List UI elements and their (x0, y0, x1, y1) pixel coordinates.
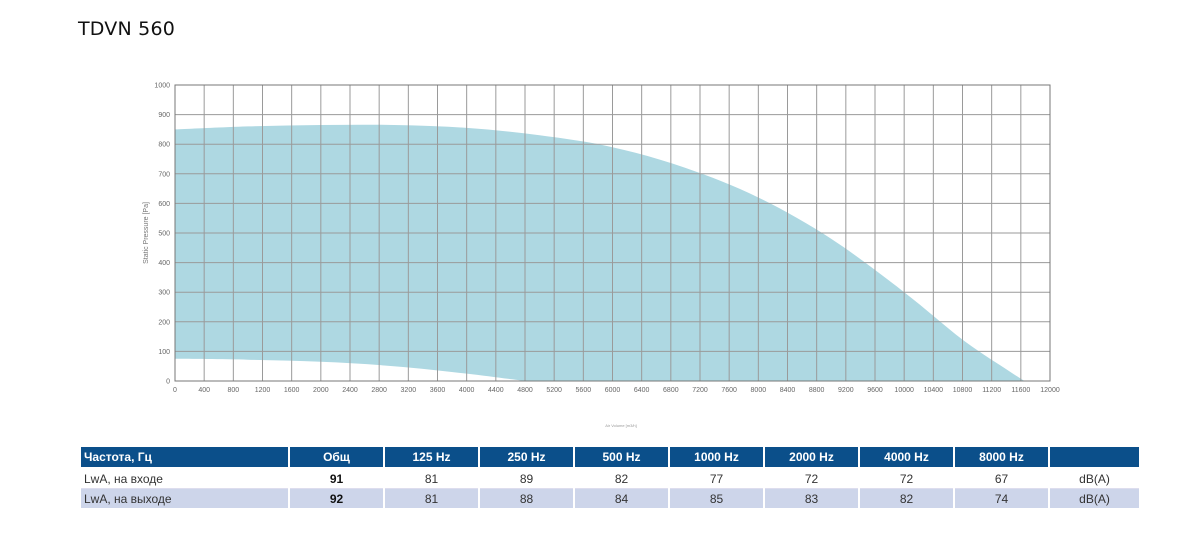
x-tick-label: 5200 (546, 387, 562, 394)
cell-125hz: 81 (385, 489, 478, 508)
x-tick-label: 3600 (430, 387, 446, 394)
x-tick-label: 2000 (313, 387, 329, 394)
cell-125hz: 81 (385, 469, 478, 489)
y-tick-label: 400 (158, 260, 170, 267)
x-tick-label: 4400 (488, 387, 504, 394)
x-tick-label: 0 (173, 387, 177, 394)
cell-1000hz: 85 (670, 489, 763, 508)
x-tick-label: 2400 (342, 387, 358, 394)
x-tick-label: 7600 (721, 387, 737, 394)
x-tick-label: 2800 (371, 387, 387, 394)
header-8000hz: 8000 Hz (955, 447, 1048, 469)
x-tick-label: 1600 (284, 387, 300, 394)
header-frequency: Частота, Гц (81, 447, 288, 469)
header-125hz: 125 Hz (385, 447, 478, 469)
x-tick-label: 800 (227, 387, 239, 394)
x-tick-label: 4800 (517, 387, 533, 394)
header-1000hz: 1000 Hz (670, 447, 763, 469)
x-tick-label: 6800 (663, 387, 679, 394)
table-row: LwA, на выходе 92 81 88 84 85 83 82 74 d… (81, 489, 1139, 508)
x-tick-label: 9600 (867, 387, 883, 394)
cell-2000hz: 72 (765, 469, 858, 489)
y-tick-label: 800 (158, 142, 170, 149)
page-title: TDVN 560 (78, 18, 176, 40)
cell-250hz: 88 (480, 489, 573, 508)
header-500hz: 500 Hz (575, 447, 668, 469)
x-tick-label: 11200 (982, 387, 1001, 394)
cell-250hz: 89 (480, 469, 573, 489)
x-tick-label: 11600 (1011, 387, 1030, 394)
operating-area (175, 124, 1025, 382)
y-tick-label: 200 (158, 319, 170, 326)
x-tick-label: 9200 (838, 387, 854, 394)
header-4000hz: 4000 Hz (860, 447, 953, 469)
row-unit: dB(A) (1050, 489, 1139, 508)
row-total: 91 (290, 469, 383, 489)
y-tick-label: 0 (166, 379, 170, 386)
fan-performance-chart: 0 400 800 1200 1600 2000 2400 2800 3200 3600 4000 4… (143, 83, 1060, 429)
x-tick-label: 4000 (459, 387, 475, 394)
x-tick-label: 6000 (605, 387, 621, 394)
x-axis-label: Air Volume [m3/h] (605, 423, 637, 428)
x-tick-label: 1200 (255, 387, 271, 394)
cell-500hz: 82 (575, 469, 668, 489)
cell-2000hz: 83 (765, 489, 858, 508)
table-header-row: Частота, Гц Общ 125 Hz 250 Hz 500 Hz 100… (81, 447, 1139, 469)
cell-8000hz: 74 (955, 489, 1048, 508)
cell-4000hz: 72 (860, 469, 953, 489)
y-tick-label: 900 (158, 112, 170, 119)
row-unit: dB(A) (1050, 469, 1139, 489)
x-tick-label: 8800 (809, 387, 825, 394)
row-label: LwA, на входе (81, 469, 288, 489)
y-tick-label: 500 (158, 231, 170, 238)
x-tick-label: 10400 (924, 387, 944, 394)
cell-4000hz: 82 (860, 489, 953, 508)
y-tick-label: 600 (158, 201, 170, 208)
header-250hz: 250 Hz (480, 447, 573, 469)
x-tick-label: 10800 (953, 387, 973, 394)
y-tick-label: 100 (158, 349, 170, 356)
y-tick-label: 1000 (154, 83, 170, 90)
table-row: LwA, на входе 91 81 89 82 77 72 72 67 dB… (81, 469, 1139, 489)
x-tick-label: 12000 (1040, 387, 1060, 394)
x-tick-label: 8400 (780, 387, 796, 394)
y-axis-label: Static Pressure [Pa] (143, 202, 150, 264)
cell-1000hz: 77 (670, 469, 763, 489)
row-total: 92 (290, 489, 383, 508)
x-tick-label: 10000 (894, 387, 914, 394)
y-tick-label: 700 (158, 171, 170, 178)
x-tick-label: 6400 (634, 387, 650, 394)
x-tick-label: 7200 (692, 387, 708, 394)
header-total: Общ (290, 447, 383, 469)
y-tick-label: 300 (158, 290, 170, 297)
x-tick-label: 400 (198, 387, 210, 394)
x-tick-label: 3200 (401, 387, 417, 394)
header-2000hz: 2000 Hz (765, 447, 858, 469)
row-label: LwA, на выходе (81, 489, 288, 508)
x-tick-label: 8000 (751, 387, 767, 394)
cell-8000hz: 67 (955, 469, 1048, 489)
x-tick-label: 5600 (576, 387, 592, 394)
sound-power-table: Частота, Гц Общ 125 Hz 250 Hz 500 Hz 100… (79, 447, 1141, 508)
header-unit (1050, 447, 1139, 469)
plot-frame (174, 84, 1051, 382)
cell-500hz: 84 (575, 489, 668, 508)
